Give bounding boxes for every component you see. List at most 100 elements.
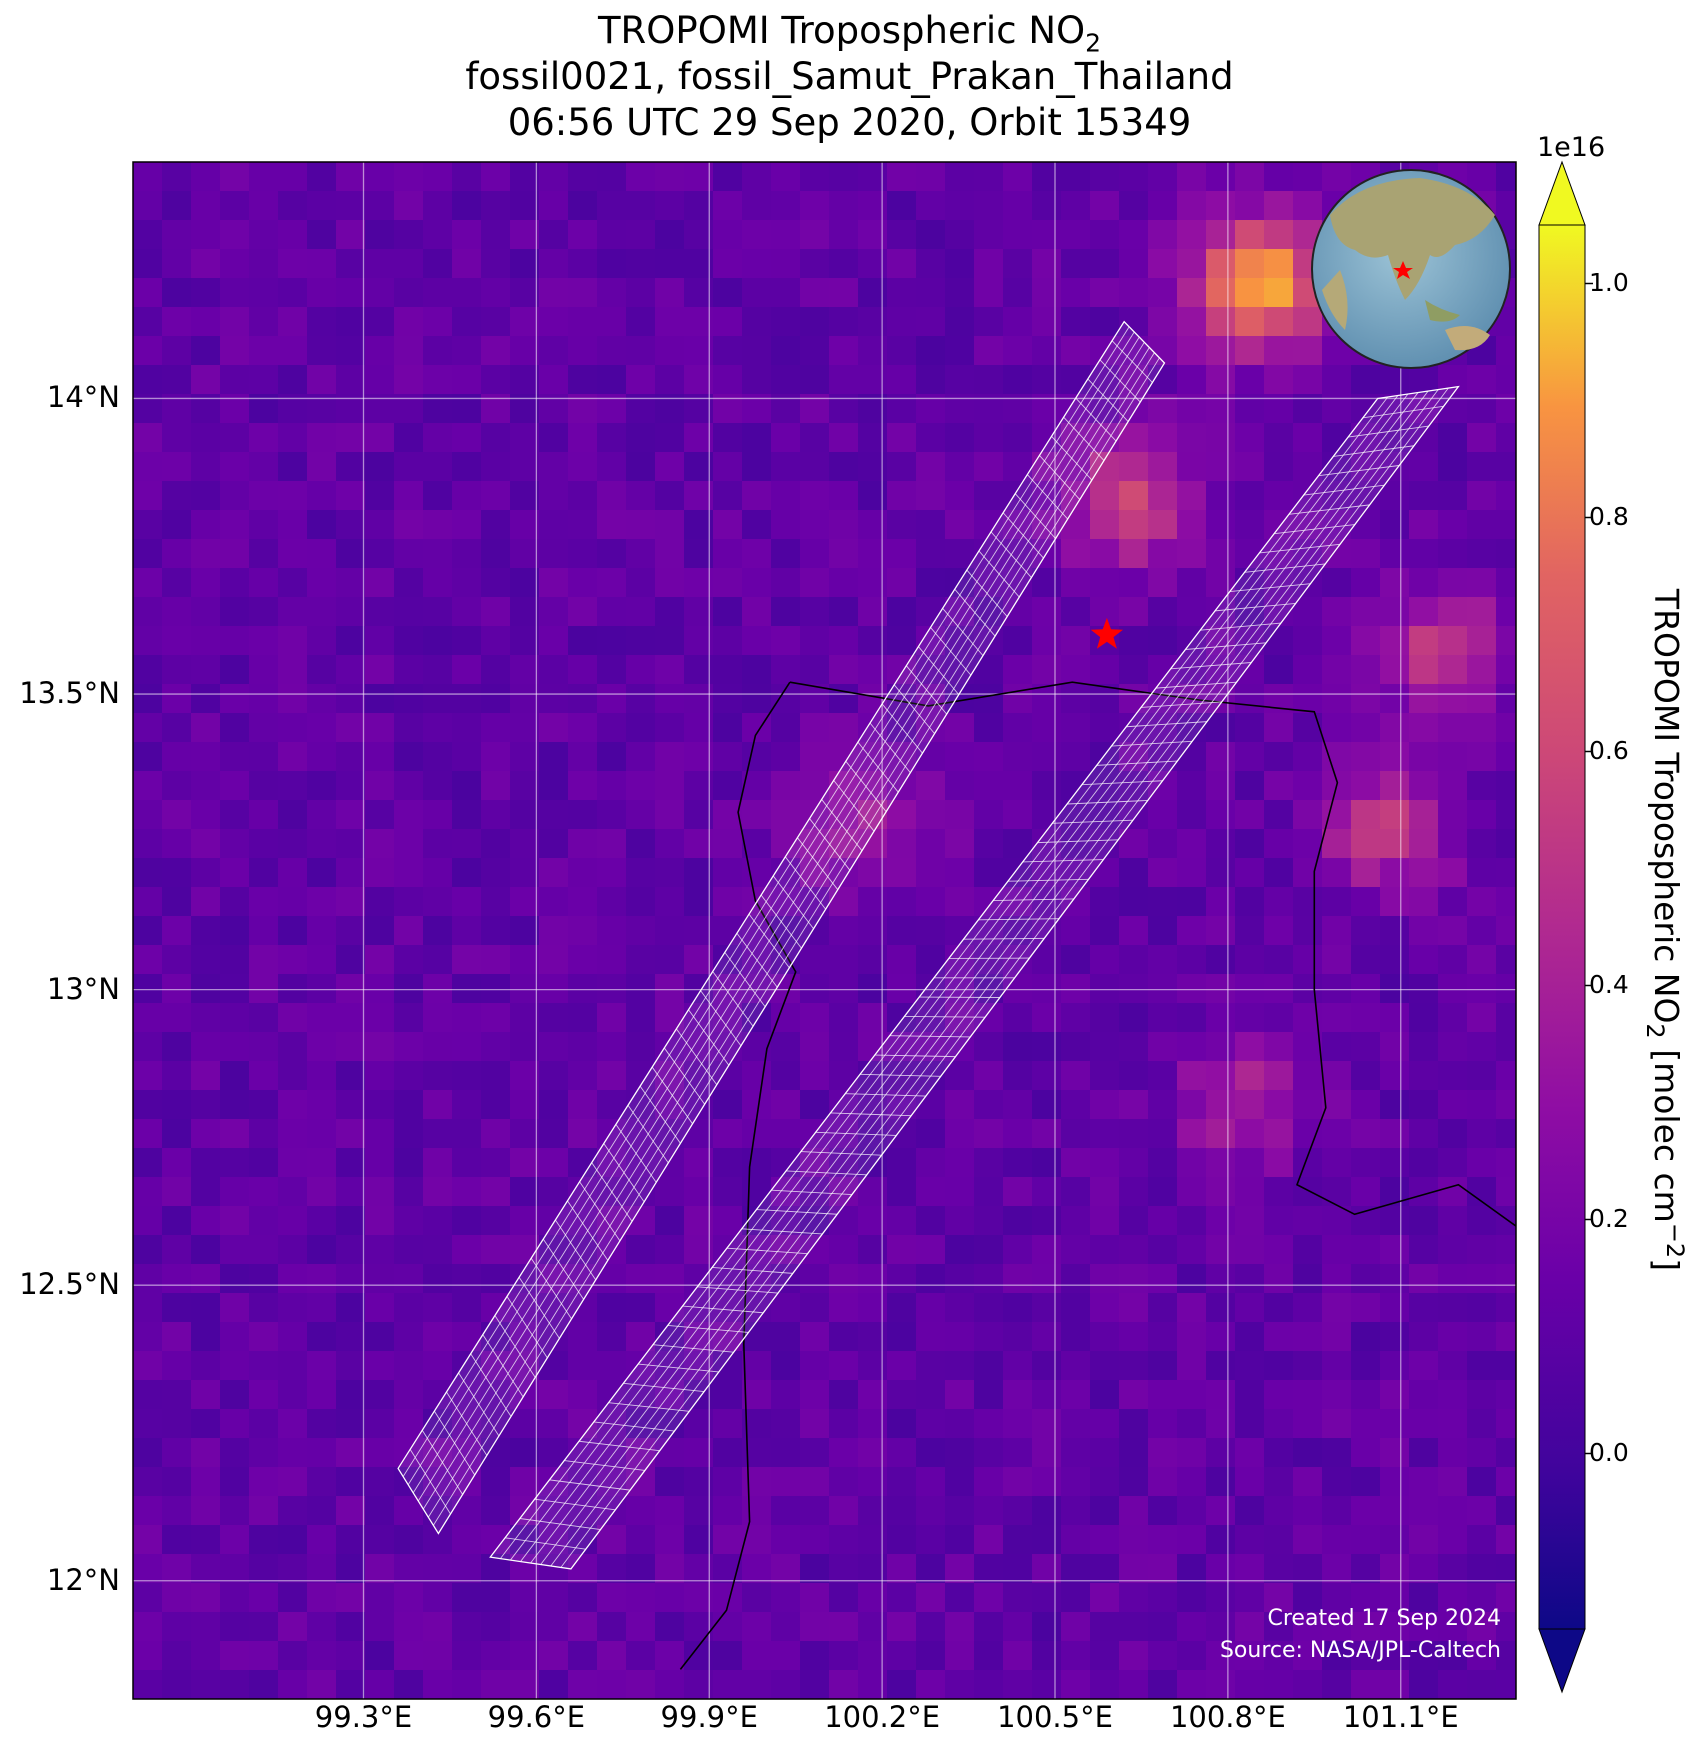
no2-pixel: [916, 1351, 946, 1381]
no2-pixel: [539, 916, 569, 946]
no2-pixel: [1351, 1351, 1381, 1381]
no2-pixel: [510, 887, 540, 917]
no2-pixel: [945, 742, 975, 772]
no2-pixel: [771, 220, 801, 250]
no2-pixel: [1206, 1061, 1236, 1091]
no2-pixel: [394, 858, 424, 888]
no2-pixel: [829, 1293, 859, 1323]
no2-pixel: [394, 568, 424, 598]
no2-pixel: [481, 1380, 511, 1410]
no2-pixel: [655, 858, 685, 888]
no2-pixel: [916, 1467, 946, 1497]
no2-pixel: [1351, 1641, 1381, 1671]
no2-pixel: [1090, 1438, 1120, 1468]
no2-pixel: [191, 829, 221, 859]
no2-pixel: [713, 336, 743, 366]
no2-pixel: [1293, 684, 1323, 714]
no2-pixel: [394, 423, 424, 453]
no2-pixel: [1090, 249, 1120, 279]
no2-pixel: [394, 829, 424, 859]
no2-pixel: [278, 191, 308, 221]
no2-pixel: [220, 684, 250, 714]
no2-pixel: [249, 829, 279, 859]
no2-pixel: [336, 1090, 366, 1120]
no2-pixel: [133, 539, 163, 569]
no2-pixel: [452, 365, 482, 395]
no2-pixel: [452, 1090, 482, 1120]
no2-pixel: [829, 1351, 859, 1381]
no2-pixel: [452, 1235, 482, 1265]
no2-pixel: [452, 1496, 482, 1526]
no2-pixel: [307, 945, 337, 975]
no2-pixel: [597, 1322, 627, 1352]
no2-pixel: [974, 858, 1004, 888]
no2-pixel: [1438, 626, 1468, 656]
no2-pixel: [1119, 1090, 1149, 1120]
no2-pixel: [742, 684, 772, 714]
no2-pixel: [1061, 742, 1091, 772]
no2-pixel: [1061, 249, 1091, 279]
no2-pixel: [1177, 307, 1207, 337]
no2-pixel: [655, 742, 685, 772]
globe-indonesia-landmass: [1425, 300, 1460, 322]
no2-pixel: [829, 1525, 859, 1555]
no2-pixel: [1032, 1525, 1062, 1555]
no2-pixel: [945, 771, 975, 801]
no2-pixel: [133, 771, 163, 801]
no2-pixel: [307, 1351, 337, 1381]
no2-pixel: [510, 191, 540, 221]
no2-pixel: [220, 307, 250, 337]
no2-pixel: [1351, 1525, 1381, 1555]
no2-pixel: [1119, 1148, 1149, 1178]
no2-pixel: [742, 568, 772, 598]
no2-pixel: [1496, 887, 1516, 917]
no2-pixel: [655, 1438, 685, 1468]
no2-pixel: [1148, 829, 1178, 859]
no2-pixel: [800, 1264, 830, 1294]
no2-pixel: [1438, 365, 1468, 395]
no2-pixel: [510, 307, 540, 337]
no2-pixel: [481, 684, 511, 714]
no2-pixel: [1177, 191, 1207, 221]
no2-pixel: [1206, 481, 1236, 511]
no2-pixel: [249, 974, 279, 1004]
no2-pixel: [655, 916, 685, 946]
no2-pixel: [655, 1003, 685, 1033]
no2-pixel: [655, 162, 685, 192]
no2-pixel: [307, 481, 337, 511]
no2-pixel: [713, 278, 743, 308]
no2-pixel: [1264, 191, 1294, 221]
no2-pixel: [133, 1641, 163, 1671]
no2-pixel: [1380, 974, 1410, 1004]
no2-pixel: [1061, 1525, 1091, 1555]
no2-pixel: [1119, 800, 1149, 830]
no2-pixel: [887, 916, 917, 946]
no2-pixel: [1438, 945, 1468, 975]
no2-pixel: [278, 452, 308, 482]
no2-pixel: [249, 597, 279, 627]
no2-pixel: [1090, 510, 1120, 540]
no2-pixel: [1119, 887, 1149, 917]
no2-pixel: [626, 597, 656, 627]
no2-pixel: [1438, 1583, 1468, 1613]
no2-pixel: [1409, 974, 1439, 1004]
no2-pixel: [133, 1061, 163, 1091]
no2-pixel: [1090, 278, 1120, 308]
no2-pixel: [278, 829, 308, 859]
no2-pixel: [1235, 887, 1265, 917]
no2-pixel: [945, 307, 975, 337]
no2-pixel: [133, 1467, 163, 1497]
no2-pixel: [568, 278, 598, 308]
observation-swaths: [397, 320, 1460, 1570]
no2-pixel: [307, 336, 337, 366]
no2-pixel: [336, 423, 366, 453]
no2-pixel: [1322, 1003, 1352, 1033]
no2-pixel: [278, 858, 308, 888]
no2-pixel: [1496, 568, 1516, 598]
no2-pixel: [133, 278, 163, 308]
no2-pixel: [162, 684, 192, 714]
no2-pixel: [945, 1467, 975, 1497]
no2-pixel: [1467, 800, 1497, 830]
no2-pixel: [1003, 1351, 1033, 1381]
no2-pixel: [336, 1380, 366, 1410]
